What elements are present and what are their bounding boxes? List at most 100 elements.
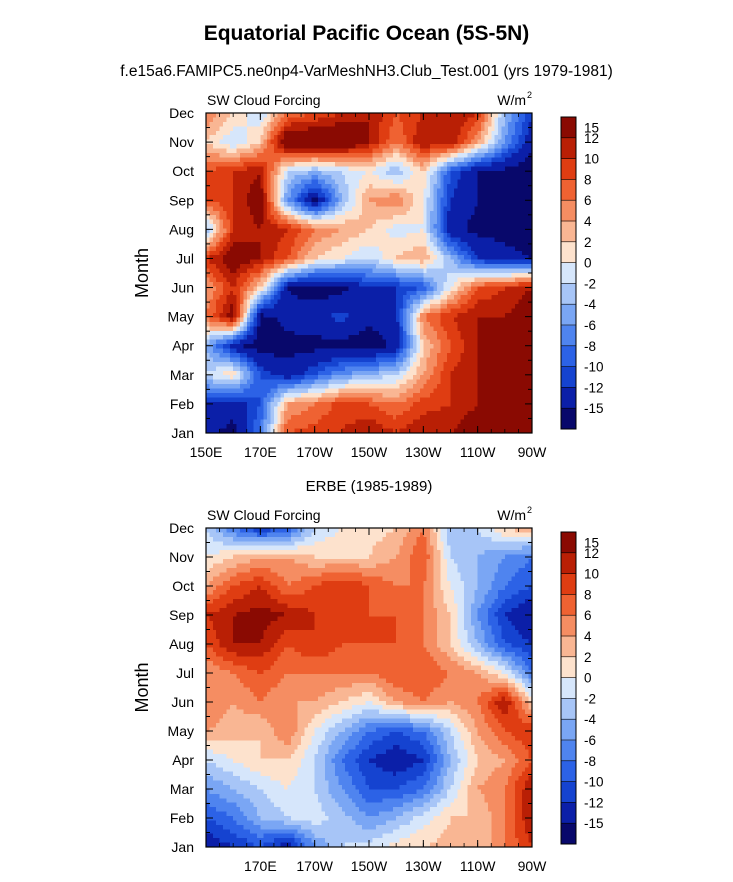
heatmap-cell <box>416 117 421 123</box>
heatmap-cell <box>396 255 401 261</box>
heatmap-cell <box>382 330 387 336</box>
heatmap-cell <box>389 219 394 225</box>
heatmap-cell <box>419 295 424 301</box>
heatmap-cell <box>464 268 469 274</box>
heatmap-cell <box>250 259 255 265</box>
heatmap-cell <box>484 219 489 225</box>
heatmap-cell <box>290 184 295 190</box>
heatmap-cell <box>335 321 340 327</box>
heatmap-cell <box>352 273 357 279</box>
heatmap-cell <box>515 153 520 159</box>
heatmap-cell <box>253 135 258 141</box>
heatmap-cell <box>457 170 462 176</box>
heatmap-cell <box>263 117 268 123</box>
heatmap-cell <box>328 335 333 341</box>
heatmap-cell <box>467 330 472 336</box>
heatmap-cell <box>277 113 282 119</box>
heatmap-cell <box>511 317 516 323</box>
heatmap-cell <box>521 153 526 159</box>
heatmap-cell <box>246 210 251 216</box>
heatmap-cell <box>528 193 532 199</box>
heatmap-cell <box>239 148 244 154</box>
heatmap-cell <box>307 170 312 176</box>
heatmap-cell <box>413 277 418 283</box>
heatmap-cell <box>443 121 448 127</box>
heatmap-cell <box>270 313 275 319</box>
heatmap-cell <box>525 228 530 234</box>
heatmap-cell <box>372 170 377 176</box>
heatmap-cell <box>355 121 360 127</box>
heatmap-cell <box>426 317 431 323</box>
heatmap-cell <box>372 308 377 314</box>
heatmap-cell <box>263 135 268 141</box>
heatmap-cell <box>416 130 421 136</box>
heatmap-cell <box>470 281 475 287</box>
heatmap-cell <box>321 184 326 190</box>
heatmap-cell <box>443 206 448 212</box>
heatmap-cell <box>385 139 390 145</box>
heatmap-cell <box>287 206 292 212</box>
heatmap-cell <box>385 130 390 136</box>
heatmap-cell <box>419 121 424 127</box>
heatmap-cell <box>250 139 255 145</box>
heatmap-cell <box>335 273 340 279</box>
heatmap-cell <box>307 135 312 141</box>
heatmap-cell <box>311 228 316 234</box>
heatmap-cell <box>481 193 486 199</box>
heatmap-cell <box>385 268 390 274</box>
heatmap-cell <box>430 299 435 305</box>
heatmap-cell <box>464 210 469 216</box>
heatmap-cell <box>457 308 462 314</box>
heatmap-cell <box>460 295 465 301</box>
heatmap-cell <box>243 321 248 327</box>
heatmap-cell <box>406 210 411 216</box>
heatmap-cell <box>385 206 390 212</box>
heatmap-cell <box>443 250 448 256</box>
heatmap-cell <box>450 135 455 141</box>
heatmap-cell <box>348 130 353 136</box>
heatmap-cell <box>419 148 424 154</box>
heatmap-cell <box>501 130 506 136</box>
heatmap-cell <box>216 317 221 323</box>
heatmap-cell <box>301 113 306 119</box>
heatmap-cell <box>453 224 458 230</box>
heatmap-cell <box>222 339 227 345</box>
heatmap-cell <box>406 157 411 163</box>
heatmap-cell <box>246 224 251 230</box>
heatmap-cell <box>219 215 224 221</box>
heatmap-cell <box>375 179 380 185</box>
heatmap-cell <box>345 241 350 247</box>
heatmap-cell <box>389 113 394 119</box>
heatmap-cell <box>250 166 255 172</box>
heatmap-cell <box>470 215 475 221</box>
heatmap-cell <box>314 130 319 136</box>
heatmap-cell <box>301 308 306 314</box>
heatmap-cell <box>504 237 509 243</box>
heatmap-cell <box>314 273 319 279</box>
heatmap-cell <box>304 126 309 132</box>
heatmap-cell <box>233 290 238 296</box>
heatmap-cell <box>277 170 282 176</box>
heatmap-cell <box>301 215 306 221</box>
heatmap-cell <box>504 188 509 194</box>
heatmap-cell <box>392 135 397 141</box>
heatmap-cell <box>335 188 340 194</box>
heatmap-cell <box>365 206 370 212</box>
heatmap-cell <box>419 184 424 190</box>
heatmap-cell <box>270 126 275 132</box>
heatmap-cell <box>216 166 221 172</box>
heatmap-cell <box>521 117 526 123</box>
heatmap-cell <box>233 233 238 239</box>
heatmap-cell <box>399 179 404 185</box>
heatmap-cell <box>236 233 241 239</box>
heatmap-cell <box>477 259 482 265</box>
heatmap-cell <box>406 130 411 136</box>
heatmap-cell <box>267 175 272 181</box>
heatmap-cell <box>453 135 458 141</box>
heatmap-cell <box>341 304 346 310</box>
heatmap-cell <box>206 326 210 332</box>
heatmap-cell <box>263 166 268 172</box>
heatmap-cell <box>494 139 499 145</box>
heatmap-cell <box>216 321 221 327</box>
heatmap-cell <box>508 304 513 310</box>
